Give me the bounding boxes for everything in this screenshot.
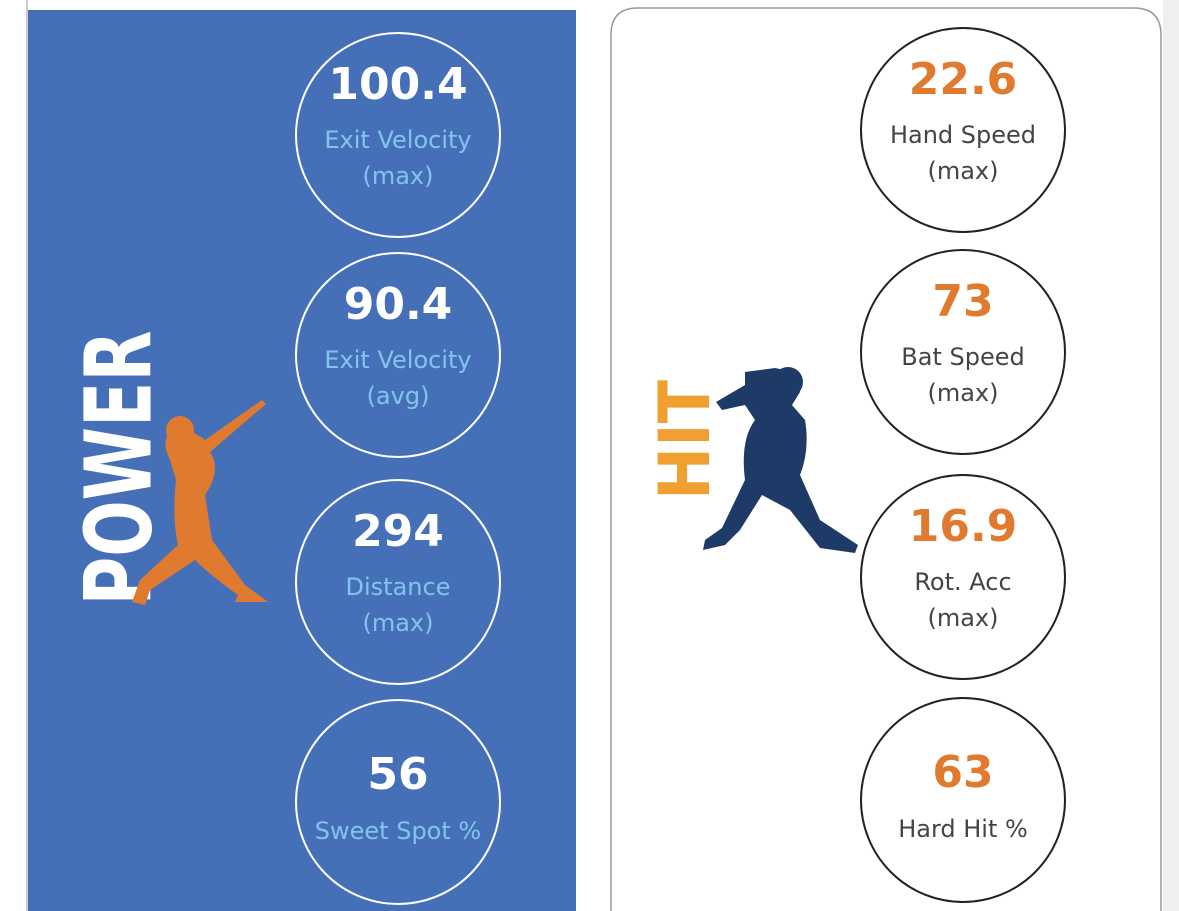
metric-circle (295, 479, 501, 685)
metric-label: Hand Speed (890, 121, 1036, 149)
metric-label: Sweet Spot % (315, 817, 481, 845)
power-title: POWER (65, 331, 172, 606)
metric-circle (860, 249, 1066, 455)
metric-label: (max) (927, 379, 998, 407)
metric-label: Bat Speed (901, 343, 1024, 371)
power-panel (28, 10, 576, 911)
metric-circle (860, 697, 1066, 903)
scroll-edge (1163, 0, 1179, 911)
metric-label: Exit Velocity (324, 126, 471, 154)
power-batter (132, 400, 268, 605)
metric-value: 73 (932, 276, 993, 327)
metric-value: 90.4 (344, 279, 453, 330)
metric-label: (avg) (367, 382, 430, 410)
metric-label: Hard Hit % (898, 815, 1028, 843)
hit-batter-head (773, 367, 803, 397)
metric-circle (295, 32, 501, 238)
metric-value: 63 (932, 747, 993, 798)
hit-title: HIT (644, 380, 726, 500)
metric-label: Distance (346, 573, 451, 601)
metric-label: (max) (362, 162, 433, 190)
metric-value: 294 (352, 506, 444, 557)
metric-circle (295, 699, 501, 905)
metric-label: Exit Velocity (324, 346, 471, 374)
hit-panel (610, 7, 1162, 911)
metric-value: 16.9 (909, 501, 1018, 552)
metric-circle (295, 252, 501, 458)
hit-batter (703, 368, 858, 553)
metric-label: Rot. Acc (914, 568, 1011, 596)
metric-value: 100.4 (328, 59, 467, 110)
metric-value: 22.6 (909, 54, 1018, 105)
metric-value: 56 (367, 749, 428, 800)
metric-label: (max) (927, 157, 998, 185)
metric-circle (860, 474, 1066, 680)
metric-label: (max) (927, 604, 998, 632)
metric-circle (860, 27, 1066, 233)
power-batter-head (166, 416, 194, 444)
metric-label: (max) (362, 609, 433, 637)
